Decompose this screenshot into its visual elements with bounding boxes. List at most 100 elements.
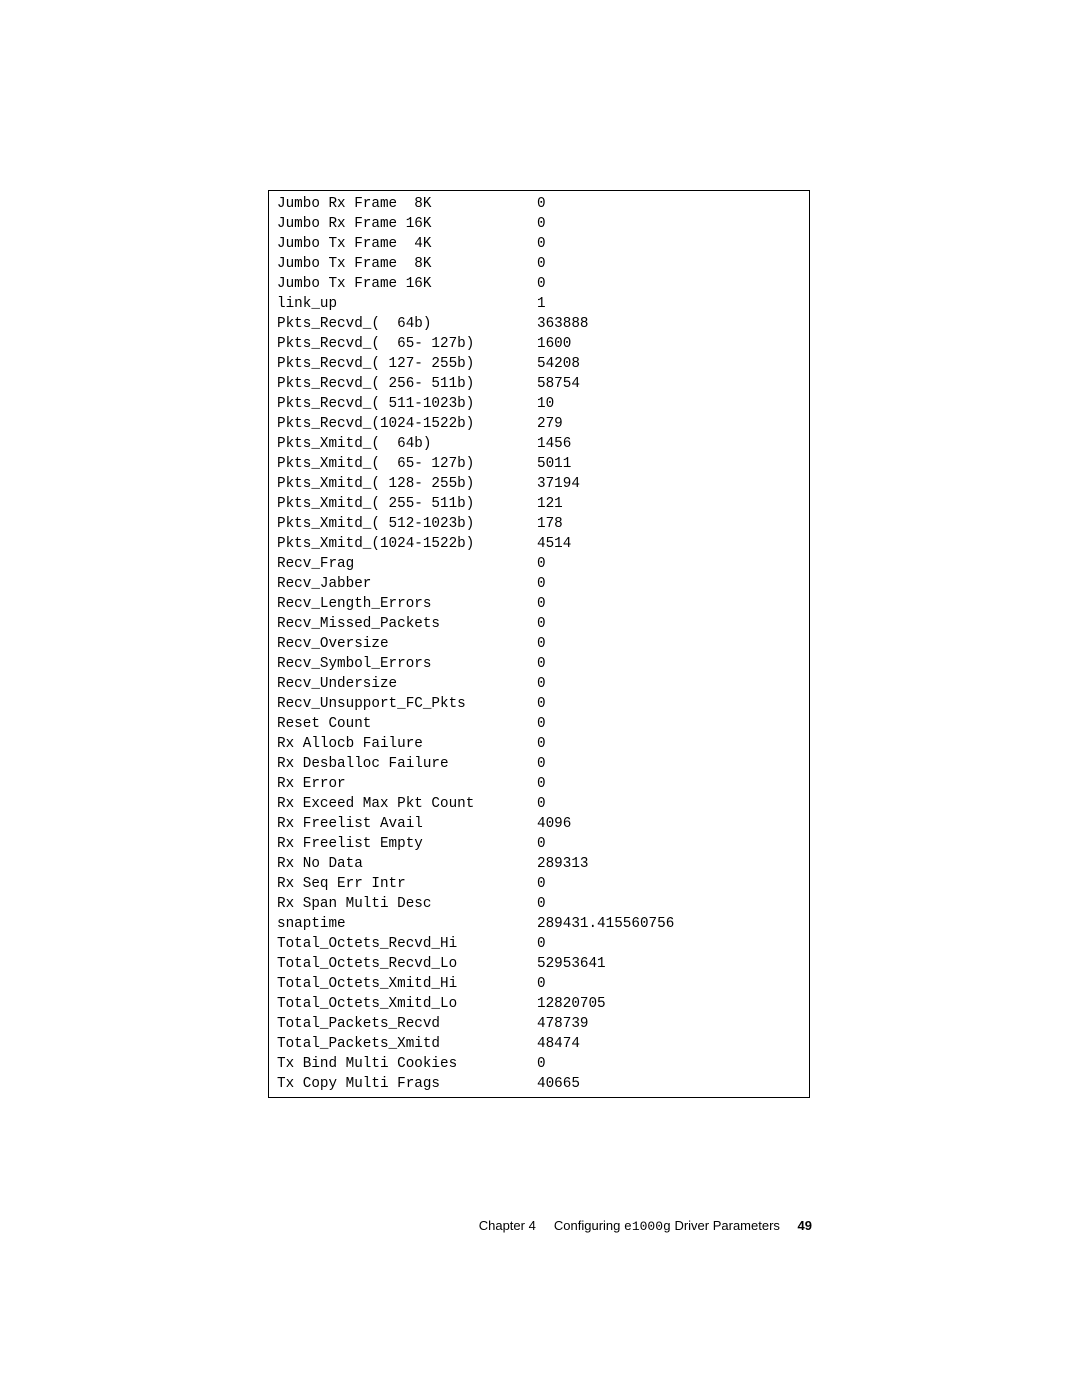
stat-row: Recv_Unsupport_FC_Pkts0 — [277, 694, 801, 714]
stat-row: Tx Copy Multi Frags40665 — [277, 1074, 801, 1094]
stat-row: Rx Freelist Empty0 — [277, 834, 801, 854]
stat-value: 0 — [537, 594, 546, 614]
stat-label: Total_Packets_Recvd — [277, 1014, 537, 1034]
stat-row: Pkts_Recvd_(1024-1522b)279 — [277, 414, 801, 434]
stat-label: Reset Count — [277, 714, 537, 734]
stat-label: Jumbo Rx Frame 8K — [277, 194, 537, 214]
stat-value: 0 — [537, 774, 546, 794]
stat-label: Total_Octets_Xmitd_Hi — [277, 974, 537, 994]
stat-value: 0 — [537, 654, 546, 674]
stat-value: 0 — [537, 734, 546, 754]
stat-label: Jumbo Tx Frame 4K — [277, 234, 537, 254]
stat-value: 0 — [537, 574, 546, 594]
stat-label: Recv_Oversize — [277, 634, 537, 654]
stat-label: Pkts_Recvd_( 256- 511b) — [277, 374, 537, 394]
stat-value: 0 — [537, 254, 546, 274]
stat-row: Total_Octets_Recvd_Hi0 — [277, 934, 801, 954]
stat-label: snaptime — [277, 914, 537, 934]
stat-row: Jumbo Tx Frame 4K0 — [277, 234, 801, 254]
stat-value: 40665 — [537, 1074, 580, 1094]
stat-value: 0 — [537, 754, 546, 774]
stat-row: Pkts_Recvd_( 64b)363888 — [277, 314, 801, 334]
stat-label: Pkts_Recvd_( 65- 127b) — [277, 334, 537, 354]
stat-value: 178 — [537, 514, 563, 534]
stat-label: Rx Freelist Avail — [277, 814, 537, 834]
stat-row: Recv_Length_Errors0 — [277, 594, 801, 614]
stat-value: 52953641 — [537, 954, 606, 974]
stat-label: Pkts_Xmitd_( 512-1023b) — [277, 514, 537, 534]
stat-label: Recv_Frag — [277, 554, 537, 574]
stat-row: snaptime289431.415560756 — [277, 914, 801, 934]
stat-row: Jumbo Tx Frame 8K0 — [277, 254, 801, 274]
stat-value: 0 — [537, 214, 546, 234]
stat-value: 58754 — [537, 374, 580, 394]
stat-label: Pkts_Xmitd_(1024-1522b) — [277, 534, 537, 554]
kstat-output-box: Jumbo Rx Frame 8K0Jumbo Rx Frame 16K0Jum… — [268, 190, 810, 1098]
stat-label: Rx Seq Err Intr — [277, 874, 537, 894]
stat-row: Rx Exceed Max Pkt Count0 — [277, 794, 801, 814]
chapter-label: Chapter 4 — [479, 1218, 536, 1233]
stat-row: Total_Octets_Recvd_Lo52953641 — [277, 954, 801, 974]
stat-label: Pkts_Recvd_( 511-1023b) — [277, 394, 537, 414]
stat-value: 0 — [537, 554, 546, 574]
stat-value: 0 — [537, 634, 546, 654]
page: Jumbo Rx Frame 8K0Jumbo Rx Frame 16K0Jum… — [0, 0, 1080, 1397]
page-footer: Chapter 4 Configuring e1000g Driver Para… — [479, 1218, 812, 1234]
stat-value: 10 — [537, 394, 554, 414]
stat-label: Rx Desballoc Failure — [277, 754, 537, 774]
stat-value: 279 — [537, 414, 563, 434]
stat-row: Pkts_Recvd_( 127- 255b)54208 — [277, 354, 801, 374]
stat-row: Rx Span Multi Desc0 — [277, 894, 801, 914]
stat-value: 0 — [537, 674, 546, 694]
stat-value: 0 — [537, 834, 546, 854]
stat-label: Jumbo Tx Frame 8K — [277, 254, 537, 274]
stat-label: Pkts_Recvd_( 127- 255b) — [277, 354, 537, 374]
stat-label: Rx Error — [277, 774, 537, 794]
stat-label: Rx Allocb Failure — [277, 734, 537, 754]
stat-row: Pkts_Recvd_( 256- 511b)58754 — [277, 374, 801, 394]
stat-value: 0 — [537, 694, 546, 714]
stat-value: 4096 — [537, 814, 571, 834]
stat-value: 289313 — [537, 854, 588, 874]
stat-row: Recv_Frag0 — [277, 554, 801, 574]
stat-row: Recv_Undersize0 — [277, 674, 801, 694]
stat-value: 4514 — [537, 534, 571, 554]
stat-value: 1456 — [537, 434, 571, 454]
stat-value: 478739 — [537, 1014, 588, 1034]
stat-row: Tx Bind Multi Cookies0 — [277, 1054, 801, 1074]
stat-value: 0 — [537, 274, 546, 294]
stat-row: Total_Packets_Xmitd48474 — [277, 1034, 801, 1054]
footer-title-code: e1000g — [624, 1219, 671, 1234]
stat-label: Rx No Data — [277, 854, 537, 874]
stat-row: Rx Seq Err Intr0 — [277, 874, 801, 894]
stat-row: Rx Freelist Avail4096 — [277, 814, 801, 834]
stat-row: Total_Octets_Xmitd_Hi0 — [277, 974, 801, 994]
stat-label: Pkts_Recvd_( 64b) — [277, 314, 537, 334]
stat-value: 0 — [537, 194, 546, 214]
stat-value: 0 — [537, 714, 546, 734]
stat-row: Jumbo Rx Frame 16K0 — [277, 214, 801, 234]
stat-label: link_up — [277, 294, 537, 314]
stat-value: 0 — [537, 1054, 546, 1074]
stat-row: Rx Error0 — [277, 774, 801, 794]
stat-row: Jumbo Tx Frame 16K0 — [277, 274, 801, 294]
stat-label: Total_Octets_Recvd_Lo — [277, 954, 537, 974]
stat-value: 0 — [537, 234, 546, 254]
stat-label: Pkts_Xmitd_( 128- 255b) — [277, 474, 537, 494]
stat-label: Recv_Missed_Packets — [277, 614, 537, 634]
stat-row: Pkts_Xmitd_( 512-1023b)178 — [277, 514, 801, 534]
stat-value: 0 — [537, 894, 546, 914]
stat-label: Tx Copy Multi Frags — [277, 1074, 537, 1094]
stat-label: Jumbo Rx Frame 16K — [277, 214, 537, 234]
stat-value: 1600 — [537, 334, 571, 354]
stat-value: 0 — [537, 614, 546, 634]
stat-row: Rx Desballoc Failure0 — [277, 754, 801, 774]
stat-value: 5011 — [537, 454, 571, 474]
stat-value: 48474 — [537, 1034, 580, 1054]
stat-label: Rx Freelist Empty — [277, 834, 537, 854]
stat-label: Recv_Unsupport_FC_Pkts — [277, 694, 537, 714]
stat-label: Tx Bind Multi Cookies — [277, 1054, 537, 1074]
stat-value: 0 — [537, 794, 546, 814]
stat-row: Recv_Symbol_Errors0 — [277, 654, 801, 674]
stat-label: Total_Octets_Recvd_Hi — [277, 934, 537, 954]
